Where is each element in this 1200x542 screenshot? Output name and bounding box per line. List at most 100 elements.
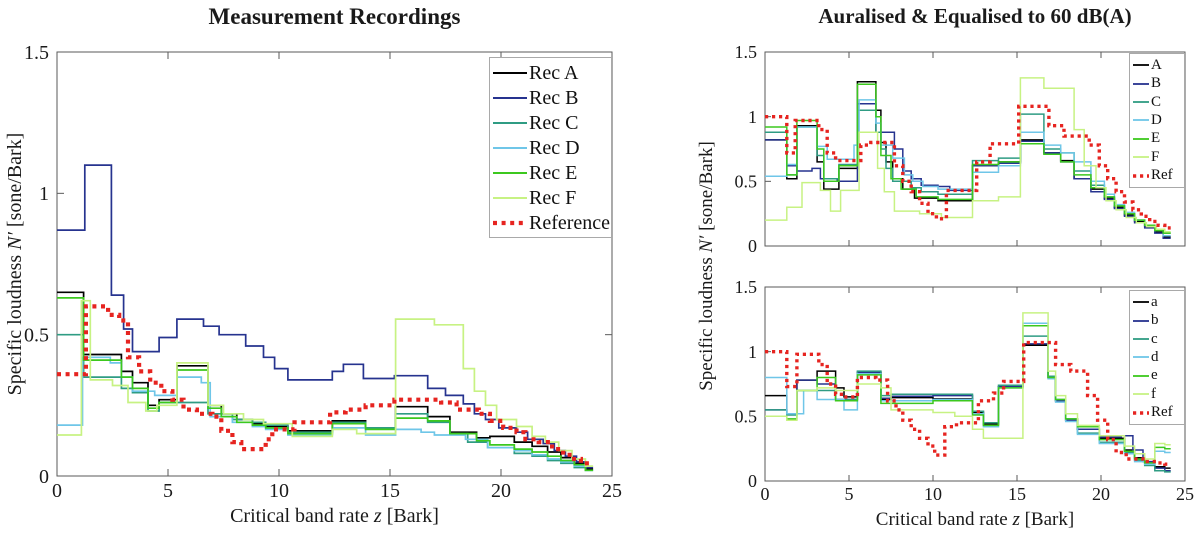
y-label-text: Specific loudness — [4, 249, 26, 396]
x-tick-label: 5 — [845, 484, 854, 504]
x-label-unit: [Bark] — [381, 505, 439, 527]
left-y-axis-label: Specific loudness N′ [sone/Bark] — [4, 114, 28, 414]
legend-entry-aur-E: E — [1133, 131, 1184, 146]
y-tick-label: 0 — [748, 236, 757, 256]
y-tick-label: 1.5 — [24, 42, 49, 64]
legend-label-aur-D: D — [1151, 111, 1162, 128]
left-legend: Rec A Rec B Rec C Rec D Rec E Rec F Reference — [489, 57, 612, 238]
legend-line-swatch-aur-B — [1133, 82, 1149, 85]
y-tick-label: 1 — [748, 107, 757, 127]
series-line-reference — [57, 304, 594, 466]
legend-label-rec-c: Rec C — [529, 111, 579, 134]
series-line-rec-e — [57, 297, 594, 472]
series-line-aur-E — [765, 83, 1171, 234]
legend-entry-rec-a: Rec A — [493, 63, 611, 83]
legend-label-reference: Reference — [529, 211, 611, 234]
legend-line-swatch-eq-a — [1133, 301, 1149, 304]
legend-label-aur-A: A — [1151, 56, 1162, 73]
series-line-aur-F — [765, 77, 1171, 233]
right-y-axis-label: Specific loudness N′ [sone/Bark] — [696, 116, 720, 416]
legend-label-rec-d: Rec D — [529, 136, 580, 159]
bottom-right-legend: a b c d e f Ref — [1129, 290, 1185, 425]
x-tick-label: 0 — [52, 480, 62, 502]
series-line-aur-C — [765, 109, 1171, 234]
series-line-rec-b — [57, 164, 594, 469]
legend-label-rec-a: Rec A — [529, 61, 579, 84]
legend-label-eq-c: c — [1151, 330, 1158, 347]
left-plot-title: Measurement Recordings — [208, 4, 461, 29]
legend-label-rec-f: Rec F — [529, 186, 577, 209]
top-right-legend: A B C D E F Ref — [1129, 53, 1185, 188]
y-label-variable: N′ — [696, 235, 717, 253]
series-line-eq-ref — [765, 340, 1171, 466]
y-tick-label: 1.5 — [735, 277, 758, 297]
legend-line-swatch-rec-e — [493, 171, 527, 174]
legend-entry-aur-ref: Ref — [1133, 168, 1184, 183]
x-tick-label: 0 — [761, 484, 770, 504]
y-tick-label: 1 — [39, 183, 49, 205]
legend-label-eq-ref: Ref — [1151, 404, 1173, 421]
legend-entry-eq-ref: Ref — [1133, 405, 1184, 420]
series-line-rec-d — [57, 356, 594, 472]
x-tick-label: 20 — [1092, 484, 1110, 504]
legend-entry-eq-c: c — [1133, 330, 1184, 347]
legend-label-aur-E: E — [1151, 130, 1161, 147]
legend-entry-aur-F: F — [1133, 148, 1184, 165]
series-line-eq-c — [765, 335, 1171, 473]
legend-label-eq-f: f — [1151, 385, 1156, 402]
y-tick-label: 1 — [748, 342, 757, 362]
x-tick-label: 25 — [602, 480, 622, 502]
legend-entry-reference: Reference — [493, 213, 611, 233]
right-x-axis-label: Critical band rate z [Bark] — [765, 509, 1185, 531]
y-label-unit: [sone/Bark] — [4, 132, 26, 233]
y-label-variable: N′ — [4, 232, 26, 250]
y-tick-label: 0.5 — [24, 324, 49, 346]
legend-line-swatch-eq-ref — [1133, 411, 1149, 415]
legend-entry-aur-B: B — [1133, 76, 1184, 91]
x-label-text: Critical band rate — [230, 505, 374, 527]
legend-line-swatch-aur-E — [1133, 137, 1149, 140]
legend-entry-aur-A: A — [1133, 56, 1184, 73]
legend-label-eq-d: d — [1151, 348, 1159, 365]
legend-entry-eq-e: e — [1133, 368, 1184, 383]
axes-box-rbot — [764, 286, 1186, 482]
x-label-unit: [Bark] — [1019, 509, 1075, 530]
x-tick-label: 5 — [163, 480, 173, 502]
legend-entry-eq-d: d — [1133, 348, 1184, 365]
x-tick-label: 10 — [269, 480, 289, 502]
legend-line-swatch-aur-F — [1133, 156, 1149, 159]
axes-box-left — [56, 51, 613, 477]
legend-label-rec-b: Rec B — [529, 86, 579, 109]
legend-entry-eq-f: f — [1133, 385, 1184, 402]
legend-entry-aur-D: D — [1133, 111, 1184, 128]
legend-line-swatch-eq-c — [1133, 338, 1149, 340]
legend-line-swatch-aur-ref — [1133, 174, 1149, 178]
legend-line-swatch-rec-d — [493, 146, 527, 149]
legend-label-eq-e: e — [1151, 367, 1158, 384]
legend-entry-rec-f: Rec F — [493, 188, 611, 208]
axes-box-rtop — [764, 51, 1186, 247]
legend-line-swatch-eq-d — [1133, 356, 1149, 359]
legend-entry-rec-c: Rec C — [493, 113, 611, 133]
chart-left: 0 5 10 15 20 25 0 0.5 1 1.5 — [24, 42, 622, 502]
legend-line-swatch-rec-b — [493, 96, 527, 99]
y-tick-label: 0.5 — [735, 171, 758, 191]
y-label-text: Specific loudness — [696, 252, 717, 391]
legend-label-aur-F: F — [1151, 148, 1160, 165]
x-label-variable: z — [1012, 509, 1020, 530]
legend-line-swatch-rec-a — [493, 71, 527, 74]
series-line-rec-f — [57, 299, 594, 467]
legend-line-swatch-rec-c — [493, 121, 527, 124]
legend-line-swatch-eq-f — [1133, 393, 1149, 396]
x-tick-label: 15 — [380, 480, 400, 502]
x-label-text: Critical band rate — [875, 509, 1013, 530]
series-line-eq-a — [765, 344, 1171, 469]
series-line-eq-b — [765, 343, 1171, 472]
y-tick-label: 0 — [748, 471, 757, 491]
legend-line-swatch-eq-e — [1133, 374, 1149, 377]
y-tick-label: 0 — [39, 466, 49, 488]
x-tick-label: 10 — [924, 484, 942, 504]
series-line-aur-D — [765, 99, 1171, 237]
legend-label-aur-C: C — [1151, 93, 1162, 110]
